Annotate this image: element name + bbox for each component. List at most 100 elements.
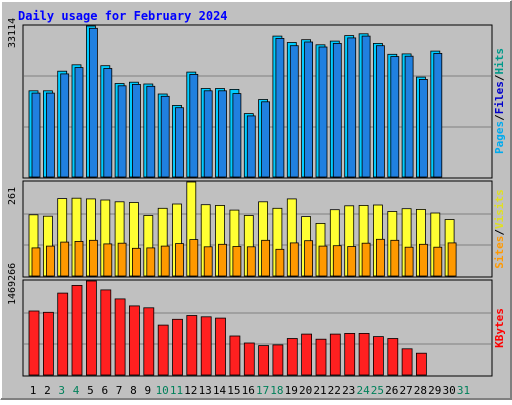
day-label: 19 bbox=[285, 384, 298, 397]
bar-kbytes bbox=[114, 298, 126, 376]
bar-sites bbox=[304, 240, 314, 277]
bar-sites bbox=[332, 245, 342, 277]
day-label: 14 bbox=[213, 384, 227, 397]
bar-kbytes bbox=[401, 348, 413, 376]
day-label: 7 bbox=[116, 384, 123, 397]
bar-sites bbox=[60, 241, 70, 277]
bar-files bbox=[232, 93, 242, 178]
day-label: 11 bbox=[170, 384, 183, 397]
bar-files bbox=[347, 37, 357, 178]
bar-kbytes bbox=[100, 289, 112, 376]
bar-files bbox=[375, 45, 385, 178]
legend: KBytes bbox=[493, 308, 506, 348]
bar-kbytes bbox=[229, 335, 241, 376]
day-label: 8 bbox=[130, 384, 137, 397]
day-label: 10 bbox=[156, 384, 169, 397]
day-axis-labels: 1 2 3 4 5 6 7 8 9 10 11 12 13 14 15 16 17 18 19 20 21 22 23 24 2… bbox=[30, 384, 470, 397]
bar-sites bbox=[146, 247, 156, 277]
bar-files bbox=[31, 92, 41, 178]
bar-kbytes bbox=[28, 310, 40, 376]
y-max-label: 1469266 bbox=[7, 263, 18, 305]
bar-kbytes bbox=[172, 318, 183, 376]
panel-kbytes: 1469266 KBytes bbox=[7, 263, 506, 377]
chart-title: Daily usage for February 2024 bbox=[18, 9, 228, 23]
bar-kbytes bbox=[272, 344, 284, 376]
day-label: 13 bbox=[199, 384, 212, 397]
bar-sites bbox=[89, 239, 98, 277]
bar-files bbox=[390, 56, 400, 178]
bar-sites bbox=[74, 240, 84, 277]
bar-kbytes bbox=[57, 292, 69, 376]
bar-files bbox=[404, 55, 414, 178]
bar-kbytes bbox=[329, 333, 341, 376]
bar-sites bbox=[261, 239, 271, 277]
bar-sites bbox=[175, 243, 184, 277]
bar-files bbox=[46, 92, 55, 178]
bar-kbytes bbox=[301, 333, 313, 376]
chart-panels: 33114Pages/Files/Hits261Sites/Visits1469… bbox=[7, 18, 506, 377]
bar-files bbox=[218, 90, 227, 178]
day-label: 20 bbox=[299, 384, 312, 397]
legend-item: / bbox=[493, 74, 506, 81]
bar-sites bbox=[275, 248, 285, 277]
bar-files bbox=[318, 46, 328, 178]
bar-sites bbox=[347, 246, 357, 277]
bar-files bbox=[433, 53, 443, 178]
day-label: 29 bbox=[428, 384, 441, 397]
day-label: 27 bbox=[399, 384, 412, 397]
day-label: 31 bbox=[457, 384, 470, 397]
bar-kbytes bbox=[215, 317, 226, 376]
bar-files bbox=[275, 38, 285, 178]
bar-sites bbox=[433, 246, 443, 277]
day-label: 23 bbox=[342, 384, 355, 397]
bar-kbytes bbox=[243, 342, 255, 376]
bar-kbytes bbox=[157, 324, 169, 376]
bar-files bbox=[246, 115, 256, 178]
bar-files bbox=[89, 27, 98, 178]
y-max-label: 33114 bbox=[7, 18, 18, 48]
legend-item: Visits bbox=[493, 189, 506, 229]
bar-sites bbox=[447, 242, 457, 277]
bar-files bbox=[74, 67, 84, 178]
bar-files bbox=[160, 95, 170, 178]
legend-item: Hits bbox=[493, 48, 506, 75]
bar-files bbox=[131, 84, 141, 178]
day-label: 12 bbox=[184, 384, 197, 397]
bar-sites bbox=[160, 245, 170, 277]
bar-kbytes bbox=[344, 332, 356, 376]
legend-item: Files bbox=[493, 81, 506, 114]
bar-files bbox=[418, 79, 428, 178]
legend-item: / bbox=[493, 114, 506, 121]
bar-sites bbox=[31, 247, 41, 277]
bar-sites bbox=[218, 243, 227, 277]
bar-sites bbox=[246, 246, 256, 277]
bar-kbytes bbox=[286, 338, 298, 376]
day-label: 1 bbox=[30, 384, 37, 397]
panel-visits-sites: 261 Sites/Visits bbox=[7, 180, 506, 278]
bar-files bbox=[361, 35, 371, 178]
bar-files bbox=[332, 43, 342, 178]
bar-files bbox=[175, 107, 184, 178]
bar-kbytes bbox=[128, 305, 140, 376]
bar-files bbox=[103, 68, 113, 178]
bar-sites bbox=[189, 239, 199, 277]
bar-sites bbox=[404, 246, 414, 277]
bar-kbytes bbox=[86, 280, 97, 376]
day-label: 18 bbox=[270, 384, 283, 397]
y-max-label: 261 bbox=[7, 187, 18, 205]
bar-files bbox=[146, 85, 156, 178]
bar-files bbox=[304, 41, 314, 178]
bar-files bbox=[289, 45, 299, 178]
day-label: 26 bbox=[385, 384, 398, 397]
legend-item: Sites bbox=[493, 236, 506, 269]
legend: Sites/Visits bbox=[493, 189, 506, 269]
bar-sites bbox=[418, 243, 428, 277]
bar-kbytes bbox=[71, 284, 83, 376]
legend-item: KBytes bbox=[493, 308, 506, 348]
bar-files bbox=[203, 90, 213, 178]
bar-files bbox=[60, 73, 70, 178]
